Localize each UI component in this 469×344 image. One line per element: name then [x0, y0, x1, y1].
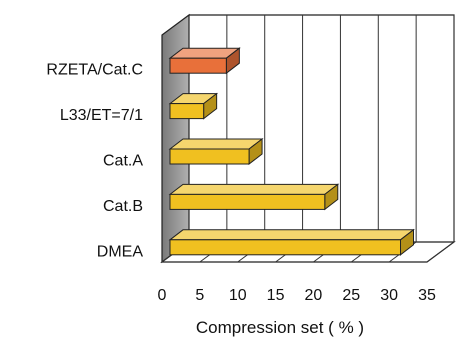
bar [168, 137, 264, 166]
category-labels: RZETA/Cat.C L33/ET=7/1 Cat.A Cat.B DMEA [46, 62, 143, 261]
bar [168, 92, 219, 120]
category-label: DMEA [97, 243, 144, 260]
category-label: RZETA/Cat.C [46, 62, 143, 79]
x-tick-label: 15 [267, 287, 285, 304]
category-label: Cat.B [103, 198, 143, 215]
bars [168, 47, 415, 256]
bar [168, 228, 415, 256]
bar [168, 183, 340, 211]
x-tick-label: 30 [380, 287, 398, 304]
x-tick-label: 20 [305, 287, 323, 304]
bar [168, 47, 241, 75]
floor-gridline [426, 241, 455, 263]
x-tick-label: 25 [342, 287, 360, 304]
x-axis-title: Compression set ( % ) [196, 318, 364, 337]
x-tick-label: 5 [195, 287, 204, 304]
x-tick-label: 35 [418, 287, 436, 304]
x-tick-label: 10 [229, 287, 247, 304]
category-label: L33/ET=7/1 [60, 107, 143, 124]
x-tick-label: 0 [158, 287, 167, 304]
category-label: Cat.A [103, 153, 143, 170]
x-tick-labels: 0 5 10 15 20 25 30 35 [158, 287, 436, 304]
